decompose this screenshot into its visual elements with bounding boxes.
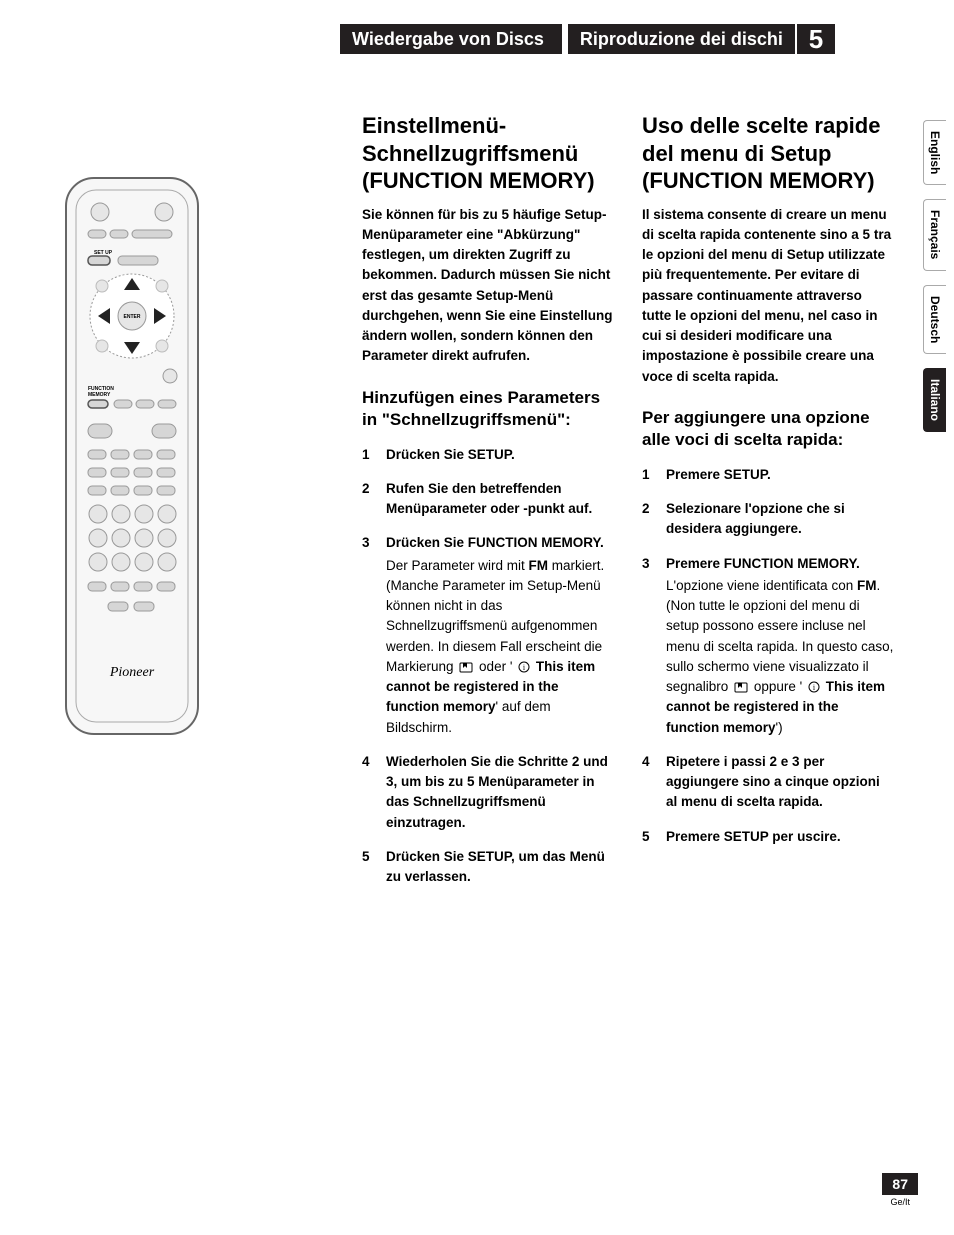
- intro-de: Sie können für bis zu 5 häufige Setup-Me…: [362, 205, 614, 367]
- info-icon: i: [808, 681, 820, 693]
- chapter-number: 5: [797, 24, 835, 54]
- bookmark-icon: [459, 661, 473, 673]
- step-4-it: Ripetere i passi 2 e 3 per aggiungere si…: [642, 752, 894, 813]
- brand-logo: Pioneer: [109, 665, 155, 680]
- function-memory-label-2: MEMORY: [88, 392, 111, 398]
- section-title-it: Uso delle scelte rapide del menu di Setu…: [642, 112, 894, 195]
- lang-tab-english[interactable]: English: [923, 120, 946, 185]
- step-3-it: Premere FUNCTION MEMORY. L'opzione viene…: [642, 554, 894, 738]
- page-footer: 87 Ge/It: [882, 1173, 918, 1207]
- step-2-de: Rufen Sie den betreffenden Menüparameter…: [362, 479, 614, 520]
- chapter-header: Wiedergabe von Discs Riproduzione dei di…: [340, 24, 914, 54]
- page-langcode: Ge/It: [882, 1197, 918, 1207]
- svg-text:i: i: [813, 683, 816, 692]
- bookmark-icon: [734, 681, 748, 693]
- steps-it: Premere SETUP. Selezionare l'opzione che…: [642, 465, 894, 847]
- enter-label: ENTER: [124, 314, 141, 320]
- step-4-de: Wiederholen Sie die Schritte 2 und 3, um…: [362, 752, 614, 833]
- lang-tab-deutsch[interactable]: Deutsch: [923, 285, 946, 354]
- step-3-de: Drücken Sie FUNCTION MEMORY. Der Paramet…: [362, 533, 614, 738]
- section-title-de: Einstellmenü- Schnellzugriffsmenü (FUNCT…: [362, 112, 614, 195]
- header-title-it: Riproduzione dei dischi: [568, 24, 795, 54]
- intro-it: Il sistema consente di creare un menu di…: [642, 205, 894, 387]
- svg-text:i: i: [523, 663, 526, 672]
- step-1-de: Drücken Sie SETUP.: [362, 445, 614, 465]
- step-5-it: Premere SETUP per uscire.: [642, 827, 894, 847]
- lang-tab-italiano[interactable]: Italiano: [923, 368, 946, 432]
- language-tabs: English Français Deutsch Italiano: [923, 120, 946, 432]
- lang-tab-francais[interactable]: Français: [923, 199, 946, 270]
- step-5-de: Drücken Sie SETUP, um das Menü zu verlas…: [362, 847, 614, 888]
- step-1-it: Premere SETUP.: [642, 465, 894, 485]
- page-number: 87: [882, 1173, 918, 1195]
- steps-de: Drücken Sie SETUP. Rufen Sie den betreff…: [362, 445, 614, 888]
- step-2-it: Selezionare l'opzione che si desidera ag…: [642, 499, 894, 540]
- column-german: Einstellmenü- Schnellzugriffsmenü (FUNCT…: [362, 112, 614, 901]
- subheading-de: Hinzufügen eines Parameters in "Schnellz…: [362, 387, 614, 431]
- remote-control-diagram: SET UP ENTER FUNCTION MEMORY: [64, 176, 200, 736]
- column-italian: Uso delle scelte rapide del menu di Setu…: [642, 112, 894, 861]
- info-icon: i: [518, 661, 530, 673]
- setup-label: SET UP: [94, 250, 113, 256]
- header-title-de: Wiedergabe von Discs: [340, 24, 562, 54]
- subheading-it: Per aggiungere una opzione alle voci di …: [642, 407, 894, 451]
